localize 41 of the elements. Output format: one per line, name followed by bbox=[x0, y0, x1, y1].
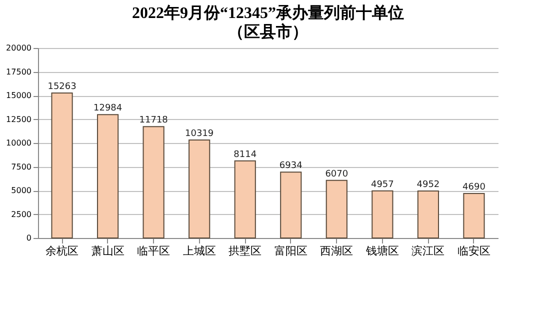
y-tick-label: 2500 bbox=[11, 210, 32, 219]
chart-subtitle: （区县市） bbox=[228, 23, 308, 41]
x-tick-label: 富阳区 bbox=[274, 244, 308, 258]
bar bbox=[326, 180, 348, 238]
data-label: 15263 bbox=[48, 82, 76, 92]
bar bbox=[51, 92, 73, 238]
y-tick-label: 10000 bbox=[6, 138, 32, 148]
y-tick-label: 0 bbox=[26, 234, 32, 242]
x-tick-label: 拱墅区 bbox=[228, 244, 262, 258]
y-tick-label: 7500 bbox=[11, 162, 32, 172]
data-label: 10319 bbox=[185, 128, 214, 139]
x-tick-label: 余杭区 bbox=[46, 244, 79, 258]
bar bbox=[417, 190, 439, 238]
data-label: 4690 bbox=[462, 182, 486, 192]
x-tick-label: 钱塘区 bbox=[364, 244, 399, 258]
bar bbox=[372, 190, 394, 238]
x-tick-label: 滨江区 bbox=[412, 244, 445, 258]
x-tick-label: 上城区 bbox=[182, 244, 216, 258]
y-tick-label: 5000 bbox=[11, 186, 32, 195]
bar bbox=[188, 139, 210, 238]
x-tick-label: 西湖区 bbox=[320, 244, 354, 258]
x-tick-label: 临安区 bbox=[457, 244, 490, 258]
bar bbox=[280, 172, 302, 238]
data-label: 6934 bbox=[279, 161, 303, 172]
bar bbox=[97, 114, 119, 238]
y-tick-label: 15000 bbox=[6, 91, 32, 100]
data-label: 4952 bbox=[416, 180, 440, 190]
data-label: 12984 bbox=[93, 104, 122, 114]
bar bbox=[142, 126, 164, 238]
data-label: 6070 bbox=[325, 169, 348, 180]
y-tick-label: 17500 bbox=[6, 67, 32, 76]
data-label: 4957 bbox=[370, 180, 394, 190]
bar bbox=[463, 192, 485, 238]
data-label: 8114 bbox=[234, 150, 257, 160]
y-tick-label: 12500 bbox=[6, 114, 32, 124]
x-tick-label: 萧山区 bbox=[91, 244, 124, 258]
chart-title: 2022年9月份“12345”承办量列前十单位 bbox=[132, 4, 404, 22]
bar bbox=[234, 160, 256, 238]
x-tick-label: 临平区 bbox=[137, 244, 170, 258]
data-label: 11718 bbox=[139, 116, 168, 126]
y-tick-label: 20000 bbox=[6, 44, 32, 52]
